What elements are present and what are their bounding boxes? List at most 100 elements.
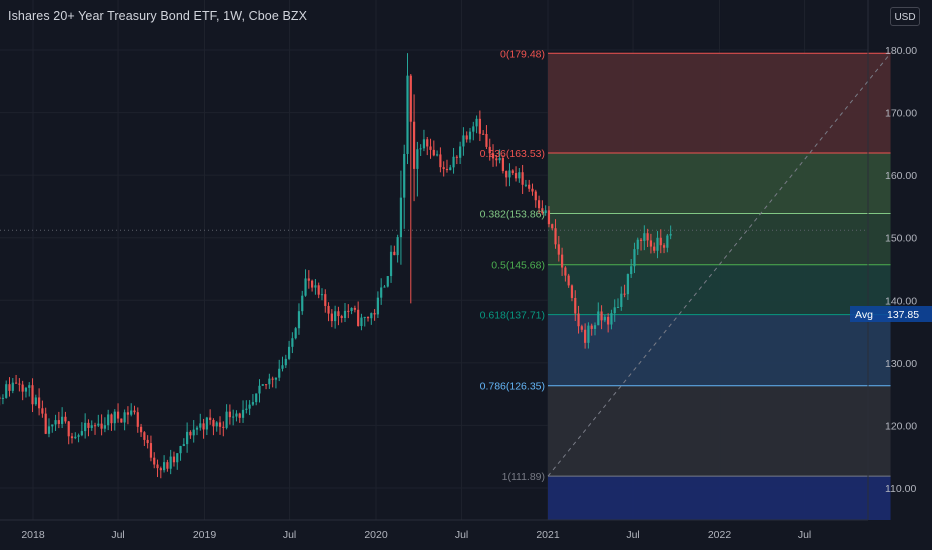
candle-body	[87, 422, 90, 428]
candle-body	[199, 423, 202, 428]
candle-body	[284, 358, 287, 366]
candle-body	[386, 276, 389, 287]
candle-body	[383, 286, 386, 288]
candle-body	[212, 419, 215, 427]
fib-zone	[548, 213, 891, 265]
candle-body	[248, 404, 251, 409]
candle-body	[653, 246, 656, 251]
fib-level-label: 0.618(137.71)	[480, 310, 545, 322]
candle-body	[567, 275, 570, 286]
candle-body	[169, 456, 172, 469]
candle-body	[630, 266, 633, 275]
price-axis[interactable]: 180.00 170.00 160.00 150.00 140.00 130.00 120.…	[867, 0, 917, 520]
candle-body	[166, 462, 169, 469]
candle-body	[616, 306, 620, 308]
price-axis-tick-label: 180.00	[885, 45, 917, 57]
candle-body	[311, 280, 314, 288]
candle-body	[278, 368, 281, 378]
fib-zone-extension	[548, 476, 891, 520]
candle-body	[274, 377, 278, 380]
candle-body	[107, 414, 110, 426]
candle-body	[0, 397, 1, 399]
candle-body	[162, 462, 166, 471]
candle-body	[287, 346, 291, 359]
candle-body	[251, 402, 255, 405]
candle-body	[182, 444, 185, 447]
candle-body	[455, 156, 458, 158]
candle-body	[103, 425, 106, 429]
time-axis-tick-label: Jul	[626, 529, 639, 541]
candle-body	[528, 184, 531, 189]
candle-body	[192, 429, 195, 436]
candle-body	[317, 285, 320, 295]
candle-body	[514, 173, 518, 179]
candle-body	[202, 423, 205, 430]
candle-body	[153, 457, 156, 465]
candle-body	[281, 365, 284, 369]
candle-body	[436, 154, 439, 156]
avg-label-value: 137.85	[887, 309, 919, 321]
candle-body	[620, 293, 623, 307]
candle-body	[84, 422, 87, 432]
candle-body	[41, 408, 44, 414]
candle-body	[399, 197, 403, 238]
candle-body	[176, 453, 179, 463]
candle-body	[64, 416, 67, 422]
candle-body	[360, 317, 363, 327]
candle-body	[590, 325, 593, 329]
candle-body	[143, 432, 146, 440]
fibonacci-retracement[interactable]	[547, 52, 891, 520]
candle-body	[541, 208, 544, 214]
candle-body	[610, 313, 613, 325]
candle-body	[587, 325, 590, 343]
candle-body	[159, 468, 162, 471]
candle-body	[501, 158, 504, 172]
candle-body	[531, 188, 534, 192]
candle-body	[291, 338, 294, 347]
time-axis-tick-label: 2022	[708, 529, 732, 541]
candle-body	[38, 397, 41, 409]
candle-body	[449, 167, 452, 171]
avg-price-label: Avg 137.85	[850, 306, 932, 322]
fib-level-label: 0.382(153.86)	[480, 209, 545, 221]
candle-body	[662, 245, 666, 248]
price-axis-tick-label: 160.00	[885, 170, 917, 182]
candle-body	[459, 146, 462, 158]
candle-body	[521, 172, 524, 185]
candle-body	[603, 316, 606, 321]
candle-body	[330, 313, 333, 322]
price-axis-tick-label: 110.00	[885, 483, 916, 495]
candle-body	[130, 410, 133, 415]
candle-body	[429, 146, 432, 150]
candle-body	[485, 133, 488, 147]
candle-body	[570, 285, 574, 298]
candle-body	[21, 384, 24, 392]
candle-body	[412, 121, 416, 169]
candle-body	[340, 316, 343, 319]
fib-zone	[548, 153, 891, 214]
avg-label-background	[850, 306, 932, 322]
time-axis-tick-label: 2020	[364, 529, 388, 541]
candle-body	[439, 154, 442, 168]
candle-body	[343, 310, 347, 319]
candle-body	[228, 411, 231, 418]
candle-body	[149, 443, 153, 458]
candle-body	[347, 310, 350, 312]
currency-button[interactable]: USD	[890, 7, 920, 26]
time-axis[interactable]: 2018 Jul 2019 Jul 2020 Jul 2021 Jul 2022 Jul	[0, 519, 868, 541]
candle-body	[70, 436, 74, 439]
candle-body	[1, 397, 5, 399]
candle-body	[133, 410, 136, 413]
candle-body	[31, 385, 34, 405]
candle-body	[80, 431, 83, 436]
candle-body	[370, 313, 373, 319]
candle-body	[636, 239, 639, 250]
candle-body	[472, 126, 475, 132]
candle-body	[28, 385, 31, 388]
candle-body	[491, 153, 495, 159]
candle-body	[409, 75, 412, 122]
candle-body	[100, 423, 103, 429]
candle-body	[136, 412, 139, 427]
candle-body	[74, 436, 77, 439]
